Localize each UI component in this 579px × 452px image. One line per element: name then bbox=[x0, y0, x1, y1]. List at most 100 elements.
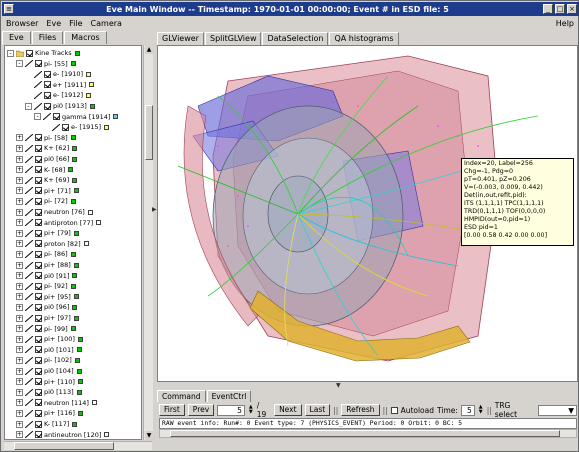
color-swatch[interactable] bbox=[72, 177, 78, 183]
expand-icon[interactable]: + bbox=[16, 155, 23, 163]
color-swatch[interactable] bbox=[70, 326, 76, 332]
expand-icon[interactable]: + bbox=[16, 166, 23, 174]
expand-icon[interactable]: + bbox=[16, 176, 23, 184]
color-swatch[interactable] bbox=[89, 103, 95, 109]
visibility-checkbox[interactable] bbox=[26, 49, 33, 57]
tab-macros[interactable]: Macros bbox=[64, 31, 107, 44]
refresh-button[interactable]: Refresh bbox=[341, 404, 380, 416]
color-swatch[interactable] bbox=[113, 114, 119, 120]
expand-icon[interactable]: + bbox=[16, 356, 23, 364]
tree-item[interactable]: + proton [82] bbox=[16, 239, 89, 249]
visibility-checkbox[interactable] bbox=[44, 102, 51, 110]
visibility-checkbox[interactable] bbox=[35, 293, 42, 301]
expand-icon[interactable]: + bbox=[16, 197, 23, 205]
visibility-checkbox[interactable] bbox=[35, 282, 42, 290]
visibility-checkbox[interactable] bbox=[35, 346, 42, 354]
color-swatch[interactable] bbox=[72, 304, 78, 310]
tree-item[interactable]: - pi0 [1913] bbox=[25, 101, 95, 111]
collapse-icon[interactable]: - bbox=[34, 113, 41, 121]
tree-item[interactable]: + pi- [92] bbox=[16, 281, 76, 291]
tree-item[interactable]: + pi+ [100] bbox=[16, 334, 83, 344]
visibility-checkbox[interactable] bbox=[35, 367, 42, 375]
color-swatch[interactable] bbox=[83, 241, 89, 247]
tree-item[interactable]: - pi- [55] bbox=[16, 59, 76, 69]
color-swatch[interactable] bbox=[86, 92, 92, 98]
menu-eve[interactable]: Eve bbox=[46, 19, 62, 28]
color-swatch[interactable] bbox=[70, 61, 76, 67]
color-swatch[interactable] bbox=[70, 135, 76, 141]
color-swatch[interactable] bbox=[91, 400, 97, 406]
tree-item[interactable]: + pi- [58] bbox=[16, 133, 76, 143]
visibility-checkbox[interactable] bbox=[35, 325, 42, 333]
expand-icon[interactable]: + bbox=[16, 219, 23, 227]
expand-icon[interactable]: + bbox=[16, 187, 23, 195]
expand-icon[interactable]: + bbox=[16, 208, 23, 216]
visibility-checkbox[interactable] bbox=[35, 303, 42, 311]
visibility-checkbox[interactable] bbox=[62, 123, 69, 131]
tab-glviewer[interactable]: GLViewer bbox=[157, 32, 204, 45]
visibility-checkbox[interactable] bbox=[35, 356, 42, 364]
tree-item[interactable]: + pi0 [91] bbox=[16, 271, 78, 281]
color-swatch[interactable] bbox=[96, 220, 102, 226]
expand-icon[interactable]: + bbox=[16, 293, 23, 301]
tree-item[interactable]: e- [1910] bbox=[25, 69, 92, 79]
color-swatch[interactable] bbox=[76, 347, 82, 353]
tree-item[interactable]: e- [1915] bbox=[43, 122, 110, 132]
time-input[interactable]: 5 bbox=[460, 404, 475, 416]
visibility-checkbox[interactable] bbox=[35, 134, 42, 142]
color-swatch[interactable] bbox=[104, 432, 110, 438]
color-swatch[interactable] bbox=[73, 188, 79, 194]
last-button[interactable]: Last bbox=[304, 404, 331, 416]
tree-item[interactable]: + pi+ [71] bbox=[16, 186, 79, 196]
color-swatch[interactable] bbox=[73, 294, 79, 300]
color-swatch[interactable] bbox=[70, 251, 76, 257]
tree-item[interactable]: + pi+ [79] bbox=[16, 228, 79, 238]
tree-item[interactable]: + K+ [69] bbox=[16, 175, 78, 185]
tree-item[interactable]: + neutron [76] bbox=[16, 207, 93, 217]
tree-item[interactable]: + K+ [62] bbox=[16, 143, 78, 153]
visibility-checkbox[interactable] bbox=[35, 261, 42, 269]
console-scroll-thumb[interactable] bbox=[170, 430, 560, 437]
tree-item[interactable]: + pi0 [96] bbox=[16, 302, 78, 312]
tree-item[interactable]: + K- [117] bbox=[16, 419, 78, 429]
tree-item[interactable]: + pi0 [101] bbox=[16, 345, 82, 355]
visibility-checkbox[interactable] bbox=[35, 166, 42, 174]
maximize-icon[interactable]: □ bbox=[555, 4, 565, 14]
tree-hscroll-thumb[interactable] bbox=[14, 442, 114, 450]
tree-item[interactable]: + K- [68] bbox=[16, 165, 74, 175]
tree-item[interactable]: - Kine Tracks bbox=[7, 48, 80, 58]
expand-icon[interactable]: + bbox=[16, 282, 23, 290]
expand-icon[interactable]: + bbox=[16, 144, 23, 152]
visibility-checkbox[interactable] bbox=[35, 399, 42, 407]
splitter-arrow-icon[interactable]: ▶ bbox=[152, 206, 157, 213]
tree-item[interactable]: + pi0 [66] bbox=[16, 154, 78, 164]
visibility-checkbox[interactable] bbox=[35, 388, 42, 396]
visibility-checkbox[interactable] bbox=[44, 81, 51, 89]
tree-item[interactable]: + antiproton [77] bbox=[16, 218, 102, 228]
next-button[interactable]: Next bbox=[274, 404, 302, 416]
tree-item[interactable]: + neutron [114] bbox=[16, 398, 97, 408]
tree-item[interactable]: + pi- [86] bbox=[16, 249, 76, 259]
visibility-checkbox[interactable] bbox=[35, 272, 42, 280]
scroll-down-icon[interactable]: ▼ bbox=[145, 431, 153, 440]
tab-eventctrl[interactable]: EventCtrl bbox=[206, 390, 252, 402]
expand-icon[interactable]: + bbox=[16, 346, 23, 354]
visibility-checkbox[interactable] bbox=[35, 176, 42, 184]
console-horizontal-scrollbar[interactable] bbox=[159, 429, 577, 438]
color-swatch[interactable] bbox=[86, 71, 92, 77]
visibility-checkbox[interactable] bbox=[35, 409, 42, 417]
collapse-icon[interactable]: - bbox=[25, 102, 32, 110]
expand-icon[interactable]: + bbox=[16, 240, 23, 248]
color-swatch[interactable] bbox=[72, 145, 78, 151]
color-swatch[interactable] bbox=[76, 389, 82, 395]
splitter-down-icon[interactable]: ▼ bbox=[336, 382, 341, 389]
visibility-checkbox[interactable] bbox=[35, 250, 42, 258]
tree-item[interactable]: + pi- [102] bbox=[16, 355, 80, 365]
tree-horizontal-scrollbar[interactable] bbox=[4, 441, 152, 450]
visibility-checkbox[interactable] bbox=[35, 314, 42, 322]
color-swatch[interactable] bbox=[72, 156, 78, 162]
first-button[interactable]: First bbox=[159, 404, 185, 416]
visibility-checkbox[interactable] bbox=[35, 431, 42, 439]
expand-icon[interactable]: + bbox=[16, 325, 23, 333]
expand-icon[interactable]: + bbox=[16, 134, 23, 142]
